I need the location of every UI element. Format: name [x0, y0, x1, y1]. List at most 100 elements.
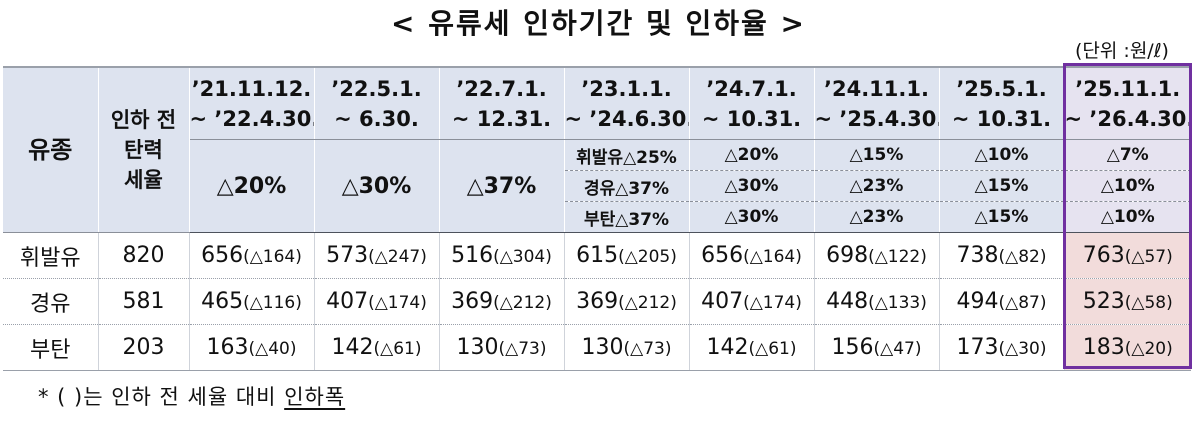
reduced-rate-cell: 173(△30): [938, 324, 1064, 371]
reduced-rate-cell: 142(△61): [688, 324, 814, 371]
reduction-amount: (△174): [368, 293, 427, 313]
header-fuel-type: 유종: [3, 66, 99, 233]
rate-butane: △30%: [688, 201, 814, 233]
rate-gasoline: △10%: [938, 139, 1064, 171]
rate-gasoline: △7%: [1063, 139, 1191, 171]
rate-diesel: 경유△37%: [563, 170, 689, 202]
reduction-amount: (△164): [243, 247, 302, 267]
table-row: 휘발유 820 656(△164) 573(△247) 516(△304) 615(△20…: [3, 232, 1191, 279]
reduced-rate-cell: 183(△20): [1063, 324, 1191, 371]
reduced-rate-cell: 523(△58): [1063, 278, 1191, 325]
reduced-rate-cell: 142(△61): [313, 324, 439, 371]
reduced-rate-value: 698: [826, 243, 869, 268]
fuel-name: 부탄: [3, 324, 98, 371]
reduction-amount: (△304): [493, 247, 552, 267]
reduced-rate-value: 407: [326, 289, 369, 314]
reduced-rate-value: 142: [706, 335, 749, 360]
reduction-amount: (△73): [498, 339, 547, 359]
rate-gasoline: 휘발유△25%: [563, 139, 689, 171]
table-body: 휘발유 820 656(△164) 573(△247) 516(△304) 615(△20…: [3, 232, 1191, 371]
reduced-rate-value: 369: [576, 289, 619, 314]
base-rate: 820: [97, 232, 189, 279]
reduction-amount: (△212): [493, 293, 552, 313]
reduction-amount: (△205): [618, 247, 677, 267]
reduced-rate-value: 738: [956, 243, 999, 268]
reduction-amount: (△133): [868, 293, 927, 313]
reduced-rate-cell: 407(△174): [688, 278, 814, 325]
rate-butane: △15%: [938, 201, 1064, 233]
reduction-amount: (△174): [743, 293, 802, 313]
rate-butane: △10%: [1063, 201, 1191, 233]
reduced-rate-value: 615: [576, 243, 619, 268]
rate-butane: △23%: [813, 201, 939, 233]
header-base-line: 세율: [124, 168, 163, 192]
reduced-rate-cell: 738(△82): [938, 232, 1064, 279]
reduced-rate-value: 494: [956, 289, 999, 314]
header-period: ’23.1.1. ~ ’24.6.30.: [563, 66, 689, 140]
reduced-rate-value: 448: [826, 289, 869, 314]
rate-uniform: △37%: [438, 139, 564, 233]
fuel-name: 휘발유: [3, 232, 98, 279]
header-period: ’22.5.1. ~ 6.30.: [313, 66, 439, 140]
reduction-amount: (△116): [243, 293, 302, 313]
reduction-amount: (△61): [373, 339, 422, 359]
unit-label: (단위 :원/ℓ): [1075, 40, 1169, 62]
reduction-amount: (△212): [618, 293, 677, 313]
reduced-rate-cell: 656(△164): [688, 232, 814, 279]
reduced-rate-cell: 465(△116): [188, 278, 314, 325]
reduction-amount: (△47): [873, 339, 922, 359]
header-period: ’22.7.1. ~ 12.31.: [438, 66, 564, 140]
reduced-rate-cell: 407(△174): [313, 278, 439, 325]
table-row: 부탄 203 163(△40) 142(△61) 130(△73) 130(△73) 142…: [3, 324, 1191, 371]
reduction-amount: (△40): [248, 339, 297, 359]
reduced-rate-value: 130: [456, 335, 499, 360]
reduced-rate-value: 523: [1082, 289, 1125, 314]
reduced-rate-value: 656: [701, 243, 744, 268]
header-base-rate: 인하 전 탄력 세율: [97, 66, 190, 233]
base-rate: 203: [97, 324, 189, 371]
rate-gasoline: △20%: [688, 139, 814, 171]
reduced-rate-value: 573: [326, 243, 369, 268]
reduction-amount: (△58): [1124, 293, 1173, 313]
rate-butane: 부탄△37%: [563, 201, 689, 233]
rate-diesel: △30%: [688, 170, 814, 202]
reduced-rate-value: 516: [451, 243, 494, 268]
reduced-rate-cell: 763(△57): [1063, 232, 1191, 279]
fuel-name: 경유: [3, 278, 98, 325]
reduced-rate-value: 130: [581, 335, 624, 360]
header-base-line: 탄력: [124, 138, 163, 162]
table-row: 경유 581 465(△116) 407(△174) 369(△212) 369(△212…: [3, 278, 1191, 325]
rate-diesel: △10%: [1063, 170, 1191, 202]
reduction-amount: (△30): [998, 339, 1047, 359]
header-period: ’25.5.1. ~ 10.31.: [938, 66, 1064, 140]
header-period: ’21.11.12. ~ ’22.4.30.: [188, 66, 314, 140]
reduction-amount: (△122): [868, 247, 927, 267]
reduction-amount: (△20): [1124, 339, 1173, 359]
reduced-rate-value: 183: [1082, 335, 1125, 360]
reduced-rate-cell: 130(△73): [563, 324, 689, 371]
reduced-rate-value: 407: [701, 289, 744, 314]
reduction-amount: (△247): [368, 247, 427, 267]
reduced-rate-cell: 369(△212): [563, 278, 689, 325]
reduction-amount: (△57): [1124, 247, 1173, 267]
reduced-rate-value: 163: [206, 335, 249, 360]
reduced-rate-cell: 163(△40): [188, 324, 314, 371]
reduced-rate-cell: 573(△247): [313, 232, 439, 279]
header-period: ’24.7.1. ~ 10.31.: [688, 66, 814, 140]
base-rate: 581: [97, 278, 189, 325]
reduced-rate-cell: 516(△304): [438, 232, 564, 279]
reduced-rate-value: 465: [201, 289, 244, 314]
header-period-current: ’25.11.1. ~ ’26.4.30.: [1063, 66, 1191, 140]
reduced-rate-value: 173: [956, 335, 999, 360]
reduced-rate-cell: 656(△164): [188, 232, 314, 279]
reduced-rate-cell: 615(△205): [563, 232, 689, 279]
reduced-rate-value: 142: [331, 335, 374, 360]
reduced-rate-cell: 494(△87): [938, 278, 1064, 325]
tax-cut-table: 유종 인하 전 탄력 세율 ’21.11.12. ~ ’22.4.30. ’22.…: [3, 66, 1191, 371]
reduction-amount: (△164): [743, 247, 802, 267]
reduced-rate-cell: 369(△212): [438, 278, 564, 325]
rate-diesel: △15%: [938, 170, 1064, 202]
reduction-amount: (△73): [623, 339, 672, 359]
footnote: * ( )는 인하 전 세율 대비 인하폭: [38, 385, 346, 409]
reduced-rate-value: 763: [1082, 243, 1125, 268]
